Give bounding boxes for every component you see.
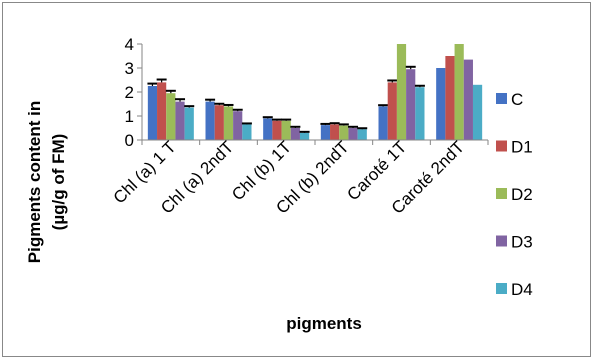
bar-c [378,106,388,140]
bar-d4 [242,124,252,140]
y-axis: 0 1 2 3 4 [125,35,143,150]
bar-d4 [357,129,367,140]
bar-d4 [184,107,194,140]
bar-d2 [454,44,464,140]
y-axis-title-line1: Pigments content in [25,101,44,263]
bar-d1 [387,82,397,140]
bar-d1 [330,124,340,140]
y-tick-label: 0 [125,131,134,150]
bar-d2 [281,120,291,140]
bar-d4 [415,87,425,140]
y-tick-label: 4 [125,35,134,54]
y-tick-label: 3 [125,59,134,78]
legend-swatch-d1 [496,140,507,152]
bar-d1 [157,82,167,140]
y-axis-title-line2: (µg/g of FM) [49,134,68,231]
bar-c [205,101,215,140]
bar-d3 [406,69,416,140]
legend-swatch-d3 [496,235,507,247]
bar-d3 [233,111,243,140]
bar-d3 [463,59,473,140]
legend-label-d1: D1 [511,138,533,157]
legend-swatch-d2 [496,188,507,199]
bar-d3 [348,128,358,140]
bar-d1 [445,56,455,140]
bar-d1 [214,105,224,140]
bar-c [147,86,158,140]
chart-area [2,2,591,357]
y-tick-label: 1 [125,107,134,126]
x-axis-title: pigments [286,314,362,333]
legend: C D1 D2 D3 D4 [496,90,533,299]
bar-d2 [166,93,176,140]
y-tick-label: 2 [125,83,134,102]
bar-d1 [272,120,282,140]
plot-area [147,44,483,140]
legend-label-d2: D2 [511,185,533,204]
bar-c [436,68,446,140]
legend-label-d3: D3 [511,233,533,252]
bar-d3 [175,101,185,140]
bar-d2 [339,125,349,140]
bar-d4 [472,84,483,140]
legend-swatch-c [496,93,507,104]
bar-d4 [299,132,310,140]
y-axis-title: Pigments content in (µg/g of FM) [25,101,68,263]
bar-d3 [290,128,300,140]
legend-swatch-d4 [496,283,507,294]
bar-d2 [396,44,407,140]
legend-label-d4: D4 [511,280,533,299]
bar-d2 [223,106,234,140]
bar-c [320,125,331,140]
bar-c [263,118,273,140]
legend-label-c: C [511,90,523,109]
